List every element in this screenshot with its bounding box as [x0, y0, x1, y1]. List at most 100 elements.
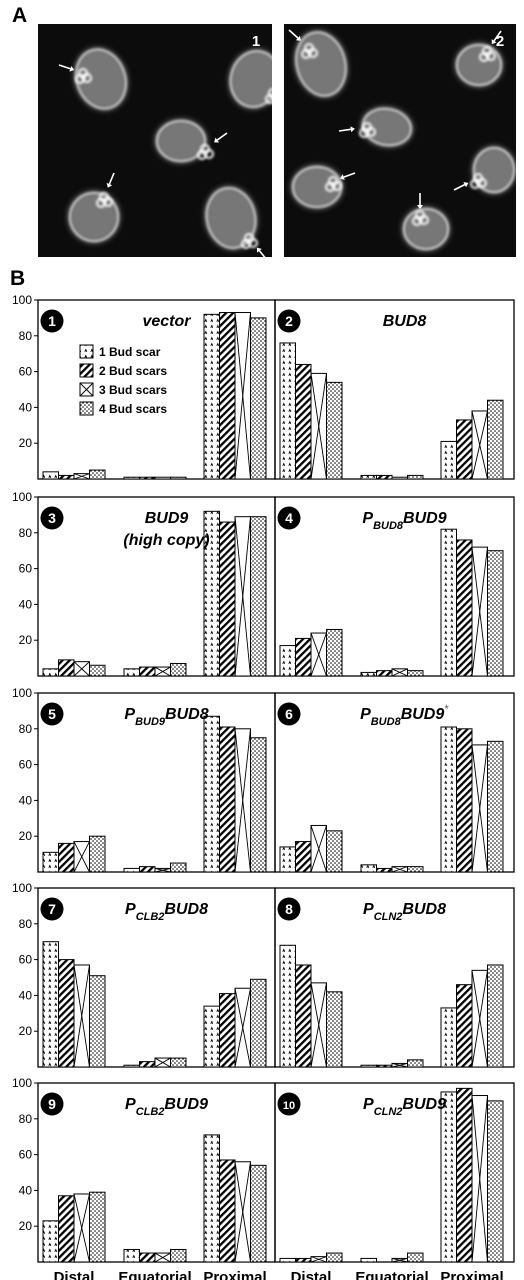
y-tick-label: 60	[19, 758, 33, 772]
panel-title-line2: (high copy)	[123, 532, 209, 549]
arrow-icon	[453, 181, 469, 191]
x-category-label: Proximal	[440, 1269, 503, 1280]
bud-scar	[359, 128, 369, 138]
panel-title: vector	[142, 313, 191, 330]
bar	[326, 830, 343, 873]
y-tick-label: 100	[12, 881, 32, 895]
bar	[250, 978, 267, 1068]
legend-item: 3 Bud scars	[79, 382, 167, 397]
chart-panel-10: 10 PCLN2BUD9	[274, 1082, 515, 1263]
bar	[139, 866, 156, 873]
bar	[310, 1256, 327, 1263]
yeast-cell	[294, 30, 348, 98]
panel-number-badge	[40, 1092, 64, 1116]
panel-number: 1	[48, 313, 56, 329]
bar	[139, 666, 156, 677]
legend-item: 4 Bud scars	[79, 401, 167, 416]
micrograph-number: 2	[496, 33, 504, 50]
panel-a-label: A	[12, 4, 27, 27]
bar	[391, 476, 408, 480]
bar	[440, 1091, 457, 1263]
yeast-cell	[455, 43, 503, 87]
bar	[279, 944, 296, 1068]
bar	[154, 1057, 171, 1068]
bar	[73, 841, 90, 873]
bar	[89, 664, 106, 677]
bar	[407, 866, 424, 873]
panel-title: BUD9	[145, 510, 189, 527]
panel-number: 7	[48, 901, 56, 917]
bar	[219, 993, 236, 1068]
panel-number-badge	[277, 506, 301, 530]
bar	[310, 632, 327, 677]
arrow-icon	[58, 64, 75, 72]
bar	[360, 864, 377, 873]
y-tick-label: 60	[19, 365, 33, 379]
arrow-icon	[491, 30, 502, 45]
micrograph-2: 2	[284, 24, 516, 257]
bar	[123, 867, 140, 873]
bar	[42, 941, 59, 1068]
y-tick-label: 20	[19, 633, 33, 647]
bar	[250, 737, 267, 873]
arrow-icon	[338, 126, 355, 133]
bar	[456, 728, 473, 873]
panel-number: 9	[48, 1096, 56, 1112]
bar	[407, 474, 424, 480]
bar	[487, 1100, 504, 1263]
bar	[123, 1064, 140, 1068]
legend: 1 Bud scar 2 Bud scars 3 Bud scars 4 Bud sc…	[79, 344, 167, 416]
y-tick-label: 100	[12, 686, 32, 700]
y-tick-label: 60	[19, 1148, 33, 1162]
panel-title: BUD8	[383, 313, 427, 330]
panel-b-label: B	[10, 267, 25, 290]
panel-number: 10	[283, 1100, 295, 1112]
bar	[58, 1195, 75, 1263]
bar	[58, 959, 75, 1068]
bar	[360, 1257, 377, 1263]
y-tick-label: 80	[19, 722, 33, 736]
micrograph-number: 1	[252, 33, 260, 50]
bar	[440, 528, 457, 677]
bud-scar	[96, 198, 106, 208]
bar	[219, 1159, 236, 1263]
bar	[456, 419, 473, 480]
bar	[487, 740, 504, 873]
bar	[487, 964, 504, 1068]
bar	[360, 474, 377, 480]
bud-scar	[470, 179, 480, 189]
bar	[407, 1059, 424, 1068]
bar	[139, 1061, 156, 1068]
chart-panel-5: 20 40 60 80 100 5 PBUD9BUD8	[12, 686, 276, 873]
bar	[154, 666, 171, 677]
bar	[58, 474, 75, 480]
bar	[279, 645, 296, 677]
bar	[391, 866, 408, 873]
panel-number-badge	[40, 897, 64, 921]
bar	[123, 476, 140, 480]
bud-scar	[75, 74, 85, 84]
y-tick-label: 100	[12, 490, 32, 504]
yeast-cell	[74, 47, 128, 111]
y-tick-label: 80	[19, 526, 33, 540]
bar	[203, 313, 220, 480]
legend-item: 1 Bud scar	[79, 344, 161, 359]
panel-title: PBUD8BUD9*	[360, 702, 449, 728]
bud-scar	[197, 150, 207, 160]
bar	[456, 984, 473, 1068]
yeast-cell	[359, 106, 413, 148]
bar	[58, 659, 75, 677]
bud-scar	[273, 94, 281, 102]
bar	[440, 726, 457, 873]
bar	[487, 550, 504, 677]
bar	[89, 469, 106, 480]
legend-label: 3 Bud scars	[99, 383, 167, 397]
bar	[471, 969, 488, 1068]
bar	[360, 1064, 377, 1068]
yeast-cell	[402, 207, 450, 251]
y-tick-label: 40	[19, 597, 33, 611]
y-tick-label: 40	[19, 793, 33, 807]
bar	[295, 841, 312, 873]
panel-number: 3	[48, 510, 56, 526]
bar	[219, 312, 236, 480]
